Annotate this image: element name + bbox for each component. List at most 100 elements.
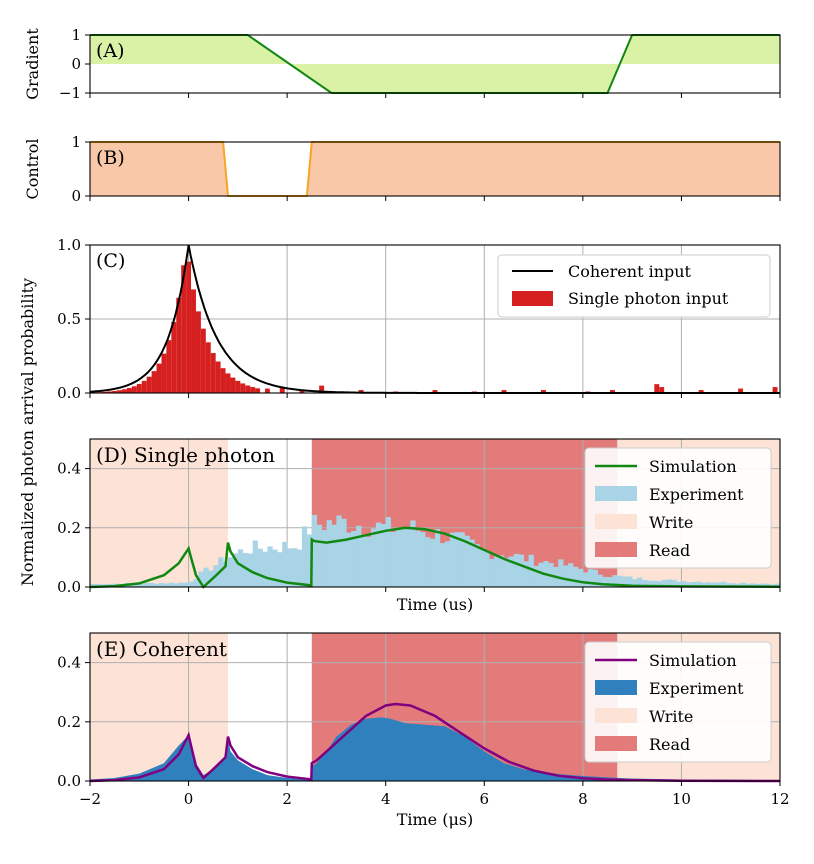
experiment-bar <box>306 534 313 587</box>
experiment-bar <box>592 569 598 587</box>
legend-label-single-photon: Single photon input <box>568 289 729 308</box>
experiment-bar <box>183 582 189 587</box>
hist-bar <box>279 387 285 393</box>
experiment-bar <box>444 541 451 587</box>
experiment-bar <box>691 581 697 587</box>
hist-bar <box>250 387 256 393</box>
hist-bar <box>112 390 118 393</box>
hist-bar <box>235 380 241 393</box>
panel-b-tag: (B) <box>96 147 125 169</box>
experiment-bar <box>435 529 441 587</box>
experiment-bar <box>410 520 416 587</box>
legend-label-simulation: Simulation <box>649 457 737 476</box>
y-tick-label: 1 <box>71 133 81 151</box>
experiment-bar <box>198 571 204 587</box>
panel-a-ylabel: Gradient <box>23 28 42 100</box>
legend-box <box>584 447 772 569</box>
experiment-bar <box>499 555 505 587</box>
experiment-bar <box>90 584 96 587</box>
experiment-bar <box>134 583 140 587</box>
experiment-bar <box>508 556 515 587</box>
experiment-bar <box>607 577 613 587</box>
experiment-bar <box>504 557 510 587</box>
hist-bar <box>151 371 157 393</box>
gradient-fill <box>90 35 780 93</box>
x-tick-label: 2 <box>282 790 292 808</box>
experiment-bar <box>587 569 594 587</box>
hist-bar <box>698 390 704 393</box>
legend-patch-write <box>595 514 637 529</box>
y-tick-label: 0.0 <box>57 384 81 402</box>
hist-bar <box>136 383 142 393</box>
experiment-bar <box>646 580 653 587</box>
experiment-bar <box>297 549 303 587</box>
hist-bar <box>117 390 123 393</box>
experiment-bar <box>676 581 682 587</box>
experiment-bar <box>370 528 377 587</box>
experiment-bar <box>228 557 234 587</box>
experiment-bar <box>163 583 170 587</box>
experiment-bar <box>301 526 308 587</box>
hist-bar <box>181 265 187 393</box>
legend-patch-write <box>595 708 637 723</box>
y-tick-label: −1 <box>59 84 81 102</box>
experiment-bar <box>361 535 367 587</box>
hist-bar <box>176 297 182 393</box>
panel-e-write-region <box>90 633 228 781</box>
experiment-bar <box>425 537 431 587</box>
experiment-bar <box>203 567 209 587</box>
control-fill <box>90 142 780 196</box>
experiment-bar <box>656 581 663 587</box>
hist-bar <box>186 261 192 393</box>
experiment-bar <box>321 530 327 587</box>
experiment-bar <box>287 548 293 587</box>
experiment-bar <box>533 565 539 587</box>
experiment-bar <box>277 552 283 587</box>
experiment-bar <box>178 582 184 587</box>
experiment-bar <box>272 549 278 587</box>
panel-e-simulation-line <box>89 702 781 783</box>
legend-label-experiment: Experiment <box>649 485 744 504</box>
legend-patch-experiment <box>595 486 637 501</box>
hist-bar <box>107 391 113 393</box>
experiment-bar <box>661 579 667 587</box>
panel-d-simulation-line <box>89 526 781 589</box>
experiment-bar <box>558 559 564 587</box>
hist-bar <box>141 380 147 393</box>
experiment-bar <box>642 579 648 587</box>
hist-bar <box>191 289 196 393</box>
experiment-bar <box>390 531 396 587</box>
panel-e-legend: Simulation Experiment Write Read <box>584 641 772 763</box>
x-tick-label: 6 <box>480 790 490 808</box>
experiment-bar <box>415 530 421 587</box>
hist-bar <box>245 385 251 393</box>
y-tick-label: 0.5 <box>57 310 81 328</box>
experiment-bar <box>563 565 569 587</box>
hist-bar <box>146 376 152 393</box>
experiment-bar <box>405 529 411 587</box>
hist-bar <box>230 377 236 393</box>
legend-patch-read <box>595 542 637 557</box>
experiment-bar <box>518 554 525 587</box>
experiment-bar <box>489 558 495 587</box>
experiment-bar <box>331 524 337 587</box>
experiment-bar <box>144 582 150 587</box>
experiment-bar <box>740 582 746 587</box>
hist-bar <box>264 388 270 393</box>
experiment-bar <box>311 514 318 587</box>
experiment-bar <box>573 566 579 587</box>
experiment-bar <box>701 582 707 587</box>
legend-label-coherent: Coherent input <box>568 262 692 281</box>
experiment-bar <box>725 583 732 587</box>
y-tick-label: 0 <box>71 55 81 73</box>
experiment-bar <box>316 524 322 587</box>
experiment-bar <box>366 536 372 587</box>
experiment-bar <box>395 529 401 587</box>
legend-patch-read <box>595 736 637 751</box>
shared-ylabel: Normalized photon arrival probability <box>18 278 37 586</box>
experiment-bar <box>651 580 658 587</box>
experiment-bar <box>464 535 470 587</box>
experiment-bar <box>666 579 672 587</box>
panel-e-tag: (E) Coherent <box>96 637 227 661</box>
experiment-bar <box>735 583 741 587</box>
